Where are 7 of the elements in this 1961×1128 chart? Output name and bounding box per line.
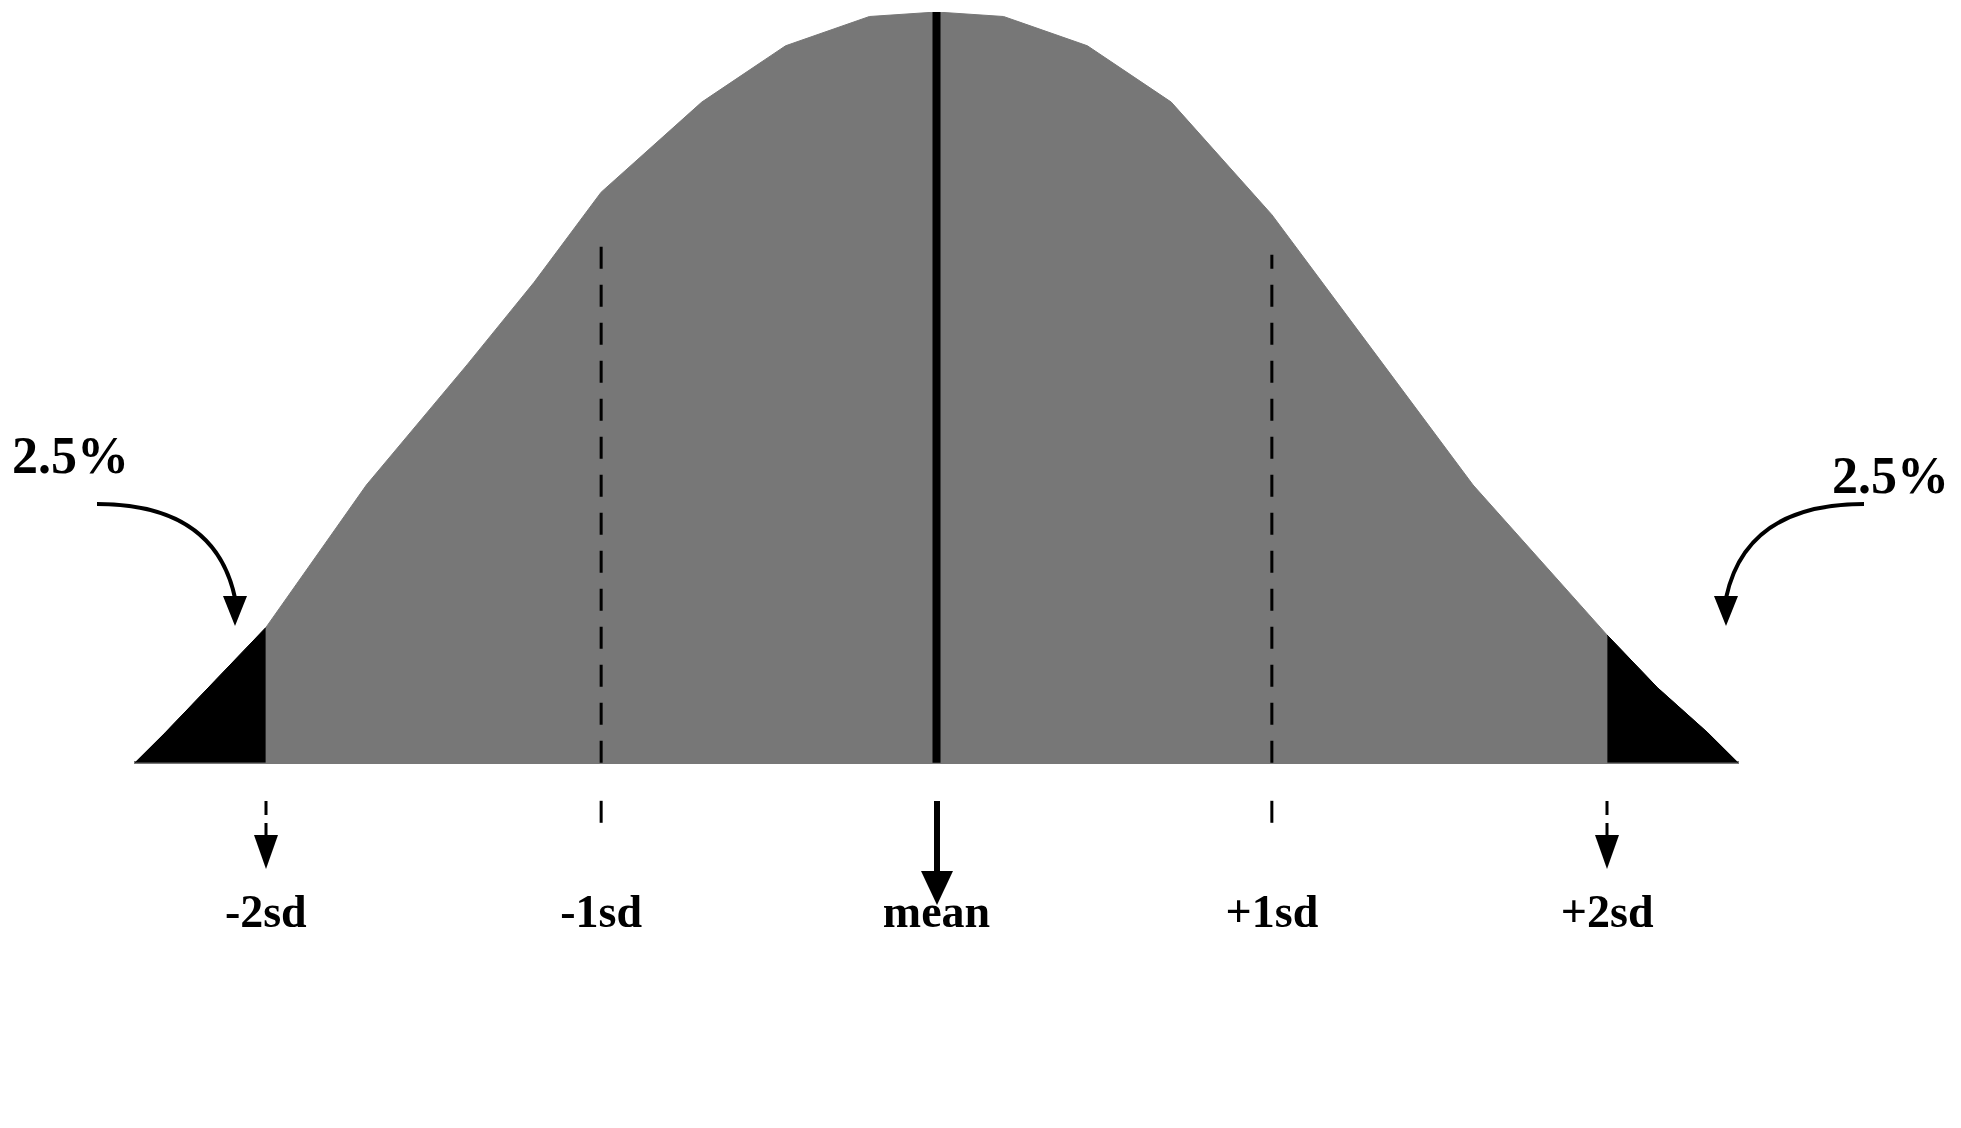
x-tick-label: -2sd xyxy=(224,886,308,938)
x-tick-label: mean xyxy=(882,886,991,938)
text: 2.5% xyxy=(1832,446,1949,504)
text: 2.5% xyxy=(12,426,129,484)
x-tick-label: +1sd xyxy=(1225,886,1319,938)
x-tick-label: +2sd xyxy=(1560,886,1654,938)
x-tick-label: -1sd xyxy=(560,886,643,938)
